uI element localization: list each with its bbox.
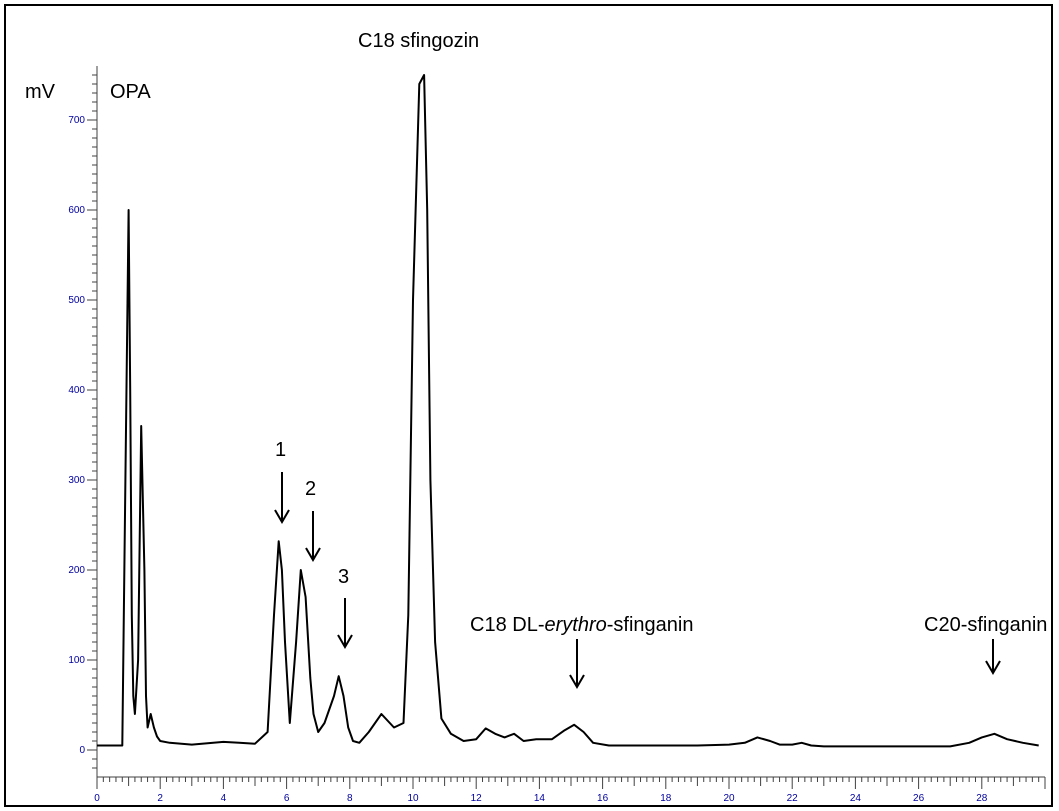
y-tick-label: 300 xyxy=(68,475,85,486)
x-tick-label: 8 xyxy=(347,793,353,804)
x-tick-label: 0 xyxy=(94,793,100,804)
chromatogram-trace-0 xyxy=(97,74,1039,748)
y-tick-label: 700 xyxy=(68,115,85,126)
arrow-c20-sfinganin xyxy=(985,639,1001,675)
x-tick-label: 6 xyxy=(284,793,290,804)
x-tick-label: 18 xyxy=(660,793,672,804)
arrow-peak-1 xyxy=(274,472,290,524)
y-tick-label: 500 xyxy=(68,295,85,306)
x-tick-label: 20 xyxy=(723,793,735,804)
x-tick-label: 24 xyxy=(850,793,862,804)
chart-frame xyxy=(4,4,1053,807)
x-tick-label: 2 xyxy=(157,793,163,804)
x-tick-label: 10 xyxy=(407,793,419,804)
annotation-c18-dl-prefix: C18 DL- xyxy=(470,614,544,636)
arrow-peak-3 xyxy=(337,598,353,649)
arrow-peak-2 xyxy=(305,511,321,562)
x-tick-label: 22 xyxy=(787,793,799,804)
y-tick-label: 0 xyxy=(79,745,85,756)
annotation-c20-sfinganin: C20-sfinganin xyxy=(924,614,1047,636)
annotation-opa: OPA xyxy=(110,81,151,103)
annotation-peak-3: 3 xyxy=(338,566,349,588)
trace-layer xyxy=(97,74,1039,748)
x-tick-label: 26 xyxy=(913,793,925,804)
y-tick-label: 600 xyxy=(68,205,85,216)
y-tick-label: 400 xyxy=(68,385,85,396)
annotation-peak-1: 1 xyxy=(275,439,286,461)
annotation-c18-dl-suffix: -sfinganin xyxy=(607,614,694,636)
annotation-peak-2: 2 xyxy=(305,478,316,500)
x-tick-label: 4 xyxy=(221,793,227,804)
annotation-c18-sfingozin: C18 sfingozin xyxy=(358,30,479,52)
arrow-c18-dl-erythro-sfinganin xyxy=(569,639,585,689)
y-tick-label: 200 xyxy=(68,565,85,576)
annotation-c18-dl-italic: erythro xyxy=(544,614,606,636)
y-tick-label: 100 xyxy=(68,655,85,666)
x-tick-label: 16 xyxy=(597,793,609,804)
x-tick-label: 12 xyxy=(471,793,483,804)
annotations: mV OPA C18 sfingozin 1 2 3 C18 DL-erythr… xyxy=(25,30,1047,689)
x-tick-label: 28 xyxy=(976,793,988,804)
x-tick-label: 14 xyxy=(534,793,546,804)
annotation-c18-dl-erythro-sfinganin: C18 DL-erythro-sfinganin xyxy=(470,614,693,636)
y-axis-label: mV xyxy=(25,81,56,103)
